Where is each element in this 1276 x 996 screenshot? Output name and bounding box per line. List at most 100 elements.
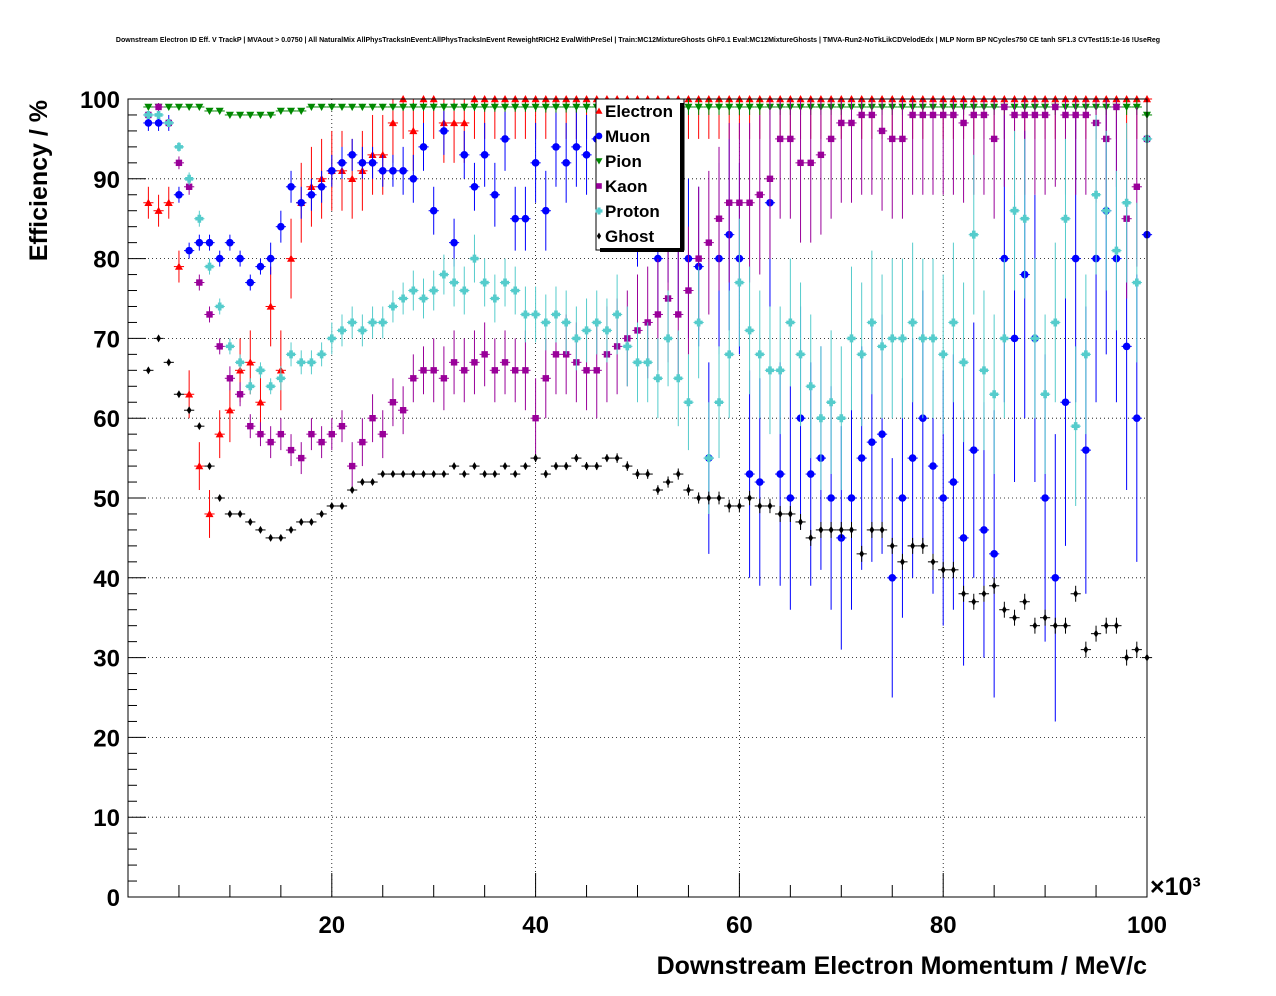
point-proton bbox=[908, 318, 917, 327]
point-muon bbox=[827, 494, 835, 502]
point-electron bbox=[287, 254, 296, 262]
point-kaon bbox=[654, 311, 662, 318]
point-muon bbox=[419, 143, 428, 151]
point-proton bbox=[857, 350, 866, 359]
point-ghost bbox=[889, 541, 895, 550]
point-ghost bbox=[828, 525, 834, 534]
point-ghost bbox=[849, 525, 854, 534]
point-ghost bbox=[726, 501, 732, 510]
point-ghost bbox=[553, 462, 559, 471]
point-kaon bbox=[389, 399, 397, 406]
point-ghost bbox=[196, 422, 202, 431]
point-proton bbox=[918, 334, 927, 343]
point-kaon bbox=[848, 119, 855, 127]
point-proton bbox=[317, 350, 326, 359]
point-muon bbox=[287, 182, 295, 191]
point-proton bbox=[633, 358, 642, 367]
point-muon bbox=[1071, 254, 1080, 263]
point-pion bbox=[531, 103, 540, 111]
point-ghost bbox=[227, 509, 233, 518]
point-proton bbox=[949, 318, 958, 327]
point-muon bbox=[1061, 398, 1070, 407]
y-axis-title: Efficiency / % bbox=[25, 100, 53, 261]
point-ghost bbox=[767, 501, 773, 510]
point-proton bbox=[236, 358, 245, 367]
legend-marker-proton bbox=[595, 207, 603, 215]
point-muon bbox=[440, 127, 448, 135]
point-electron bbox=[164, 198, 173, 206]
point-ghost bbox=[940, 565, 946, 574]
point-ghost bbox=[910, 541, 916, 550]
point-proton bbox=[490, 294, 499, 303]
point-pion bbox=[337, 103, 346, 111]
point-kaon bbox=[868, 111, 876, 119]
legend-box bbox=[595, 98, 685, 251]
point-muon bbox=[450, 238, 458, 247]
point-ghost bbox=[991, 581, 997, 590]
point-electron bbox=[225, 406, 234, 414]
point-proton bbox=[409, 286, 418, 295]
point-pion bbox=[460, 103, 469, 111]
point-kaon bbox=[216, 343, 223, 350]
point-muon bbox=[317, 182, 326, 191]
point-proton bbox=[562, 318, 571, 327]
point-ghost bbox=[787, 509, 793, 518]
point-kaon bbox=[471, 359, 478, 366]
point-proton bbox=[388, 302, 397, 311]
point-ghost bbox=[339, 501, 345, 510]
point-proton bbox=[847, 334, 856, 343]
point-proton bbox=[735, 278, 744, 287]
point-kaon bbox=[379, 430, 386, 438]
point-muon bbox=[144, 119, 153, 127]
point-ghost bbox=[563, 462, 569, 471]
point-electron bbox=[215, 430, 224, 438]
point-proton bbox=[796, 350, 805, 359]
point-kaon bbox=[909, 111, 916, 119]
point-proton bbox=[348, 318, 357, 327]
point-ghost bbox=[655, 486, 661, 495]
point-muon bbox=[908, 454, 917, 462]
point-electron bbox=[174, 262, 183, 270]
point-ghost bbox=[808, 533, 814, 542]
point-muon bbox=[521, 214, 530, 223]
point-muon bbox=[195, 238, 204, 247]
point-proton bbox=[816, 414, 825, 423]
point-proton bbox=[745, 326, 754, 335]
point-proton bbox=[674, 374, 683, 383]
point-ghost bbox=[686, 486, 691, 495]
point-ghost bbox=[1093, 629, 1099, 638]
point-electron bbox=[266, 302, 275, 310]
point-kaon bbox=[206, 311, 213, 318]
point-muon bbox=[1041, 494, 1049, 502]
point-muon bbox=[175, 190, 183, 199]
point-proton bbox=[1020, 214, 1029, 223]
point-kaon bbox=[1031, 111, 1039, 119]
point-ghost bbox=[1052, 621, 1058, 630]
y-tick-label: 10 bbox=[93, 805, 120, 832]
y-tick-label: 70 bbox=[93, 326, 120, 353]
point-proton bbox=[939, 350, 948, 359]
point-muon bbox=[338, 159, 346, 167]
point-kaon bbox=[1052, 103, 1059, 111]
point-proton bbox=[613, 310, 622, 319]
point-ghost bbox=[523, 462, 528, 471]
point-kaon bbox=[399, 407, 407, 414]
point-muon bbox=[277, 222, 285, 231]
point-muon bbox=[969, 446, 978, 454]
point-pion bbox=[725, 103, 734, 111]
point-kaon bbox=[940, 111, 947, 119]
point-proton bbox=[439, 270, 448, 279]
point-kaon bbox=[889, 135, 896, 143]
point-ghost bbox=[431, 470, 437, 479]
point-pion bbox=[195, 103, 204, 111]
point-pion bbox=[378, 103, 387, 111]
legend-shadow-bottom bbox=[600, 248, 684, 252]
point-muon bbox=[297, 198, 306, 207]
point-proton bbox=[276, 374, 285, 383]
point-pion bbox=[215, 107, 224, 115]
y-tick-label: 50 bbox=[93, 486, 120, 513]
y-tick-label: 40 bbox=[93, 566, 120, 593]
point-proton bbox=[266, 382, 275, 391]
x-tick-label: 100 bbox=[1127, 912, 1167, 939]
